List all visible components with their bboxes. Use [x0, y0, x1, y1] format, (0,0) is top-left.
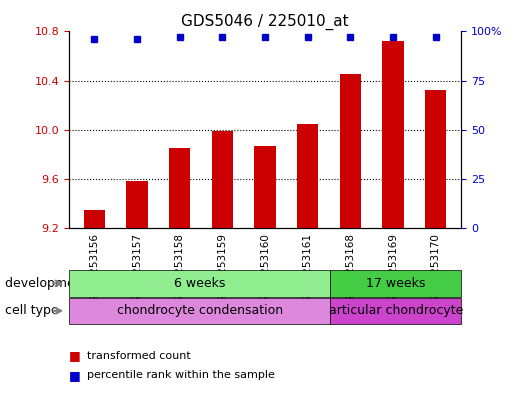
Text: chondrocyte condensation: chondrocyte condensation	[117, 304, 282, 318]
Title: GDS5046 / 225010_at: GDS5046 / 225010_at	[181, 14, 349, 30]
Text: ■: ■	[69, 369, 81, 382]
Bar	[297, 123, 319, 228]
Bar	[425, 90, 446, 228]
Text: 17 weeks: 17 weeks	[366, 277, 426, 290]
Text: articular chondrocyte: articular chondrocyte	[329, 304, 463, 318]
Bar	[340, 74, 361, 228]
Bar	[84, 209, 105, 228]
Bar	[211, 131, 233, 228]
Text: cell type: cell type	[5, 304, 59, 318]
Text: ■: ■	[69, 349, 81, 362]
Text: development stage: development stage	[5, 277, 127, 290]
Text: percentile rank within the sample: percentile rank within the sample	[87, 370, 275, 380]
Bar	[169, 148, 190, 228]
Text: 6 weeks: 6 weeks	[174, 277, 225, 290]
Bar	[382, 41, 403, 228]
Text: transformed count: transformed count	[87, 351, 191, 361]
Bar	[254, 146, 276, 228]
Bar	[127, 181, 148, 228]
